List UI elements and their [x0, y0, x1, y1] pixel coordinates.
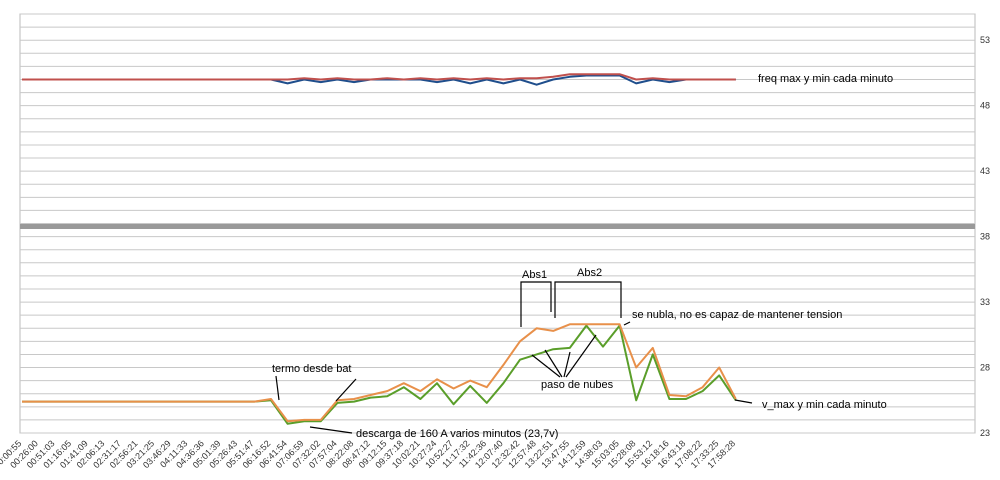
annotation: termo desde bat: [272, 363, 352, 375]
y-tick-label: 53: [980, 35, 990, 45]
series-line: [22, 323, 737, 423]
y-tick-label: 23: [980, 428, 990, 438]
separator: [20, 224, 975, 229]
arrow: [275, 375, 280, 401]
annotation: paso de nubes: [541, 379, 614, 391]
annotation: Abs1: [522, 269, 547, 281]
arrow: [309, 426, 353, 434]
arrow: [565, 334, 597, 378]
series-line: [22, 73, 736, 81]
annotation: v_max y min cada minuto: [762, 399, 887, 411]
annotation: se nubla, no es capaz de mantener tensio…: [632, 309, 842, 321]
y-tick-label: 38: [980, 232, 990, 242]
annotation: Abs2: [577, 267, 602, 279]
annotation: descarga de 160 A varios minutos (23,7v): [356, 428, 558, 440]
annotation: freq max y min cada minuto: [758, 73, 893, 85]
bracket: [554, 281, 622, 318]
y-tick-label: 28: [980, 363, 990, 373]
series-line: [22, 324, 737, 425]
lines: [22, 73, 737, 425]
y-tick-label: 43: [980, 166, 990, 176]
arrow: [563, 351, 571, 378]
y-tick-label: 33: [980, 297, 990, 307]
arrow: [531, 354, 561, 378]
arrow: [544, 349, 563, 378]
annotations: freq max y min cada minuto v_max y min c…: [272, 73, 893, 440]
bracket: [520, 281, 552, 327]
arrow: [623, 321, 631, 326]
y-tick-label: 48: [980, 101, 990, 111]
arrow: [335, 378, 357, 402]
arrow: [734, 399, 753, 404]
